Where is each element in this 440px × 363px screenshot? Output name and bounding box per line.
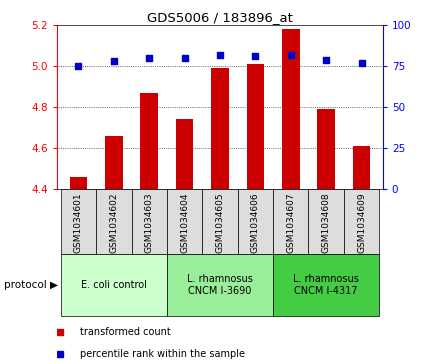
Bar xyxy=(202,189,238,254)
Text: GSM1034608: GSM1034608 xyxy=(322,192,331,253)
Bar xyxy=(353,146,370,189)
Text: protocol ▶: protocol ▶ xyxy=(4,280,59,290)
Text: L. rhamnosus
CNCM I-3690: L. rhamnosus CNCM I-3690 xyxy=(187,274,253,296)
Bar xyxy=(211,68,229,189)
Text: GSM1034609: GSM1034609 xyxy=(357,192,366,253)
Point xyxy=(358,60,365,66)
Bar xyxy=(132,189,167,254)
Point xyxy=(146,55,153,61)
Bar xyxy=(167,189,202,254)
Text: percentile rank within the sample: percentile rank within the sample xyxy=(80,348,245,359)
Text: GSM1034607: GSM1034607 xyxy=(286,192,295,253)
Bar xyxy=(70,176,87,189)
Bar xyxy=(238,189,273,254)
Bar xyxy=(308,189,344,254)
Bar xyxy=(61,189,96,254)
Text: GSM1034606: GSM1034606 xyxy=(251,192,260,253)
Text: L. rhamnosus
CNCM I-4317: L. rhamnosus CNCM I-4317 xyxy=(293,274,359,296)
Point xyxy=(110,58,117,64)
Title: GDS5006 / 183896_at: GDS5006 / 183896_at xyxy=(147,11,293,24)
Bar xyxy=(273,254,379,316)
Point xyxy=(323,57,330,62)
Point xyxy=(287,52,294,58)
Bar xyxy=(61,254,167,316)
Bar xyxy=(273,189,308,254)
Text: GSM1034603: GSM1034603 xyxy=(145,192,154,253)
Point xyxy=(181,55,188,61)
Text: GSM1034601: GSM1034601 xyxy=(74,192,83,253)
Text: E. coli control: E. coli control xyxy=(81,280,147,290)
Bar xyxy=(176,119,194,189)
Text: transformed count: transformed count xyxy=(80,327,171,337)
Bar xyxy=(344,189,379,254)
Text: GSM1034605: GSM1034605 xyxy=(216,192,224,253)
Point xyxy=(75,63,82,69)
Bar xyxy=(246,64,264,189)
Text: GSM1034602: GSM1034602 xyxy=(109,192,118,253)
Point xyxy=(252,53,259,59)
Bar xyxy=(140,93,158,189)
Point xyxy=(216,52,224,58)
Bar xyxy=(105,136,123,189)
Bar xyxy=(317,109,335,189)
Bar xyxy=(96,189,132,254)
Bar xyxy=(282,29,300,189)
Text: GSM1034604: GSM1034604 xyxy=(180,192,189,253)
Bar xyxy=(167,254,273,316)
